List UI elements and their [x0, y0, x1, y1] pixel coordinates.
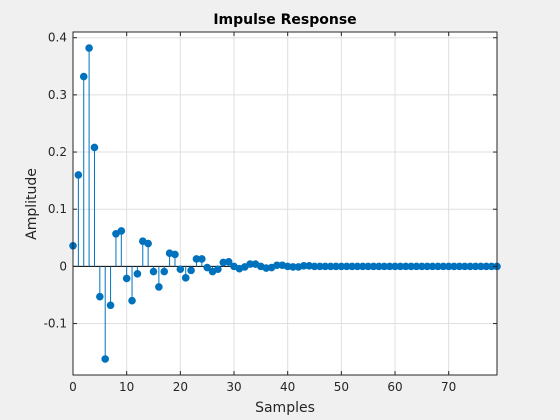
stem-marker[interactable] — [79, 72, 88, 81]
stem-marker[interactable] — [144, 239, 152, 248]
stem-marker[interactable] — [171, 250, 179, 259]
stem-marker[interactable] — [155, 283, 163, 291]
y-tick-label: 0.3 — [48, 88, 67, 102]
stem-marker[interactable] — [187, 266, 195, 275]
stem-marker[interactable] — [122, 274, 131, 283]
y-tick-label: 0.4 — [48, 31, 67, 45]
stem-marker[interactable] — [160, 267, 169, 276]
x-tick-label: 70 — [441, 380, 456, 394]
y-tick-label: 0.2 — [48, 145, 67, 159]
stem-marker[interactable] — [106, 301, 115, 310]
stem-marker[interactable] — [133, 270, 142, 278]
stem-marker[interactable] — [176, 265, 185, 274]
x-tick-label: 20 — [173, 380, 188, 394]
x-tick-label: 0 — [69, 380, 77, 394]
x-axis-ticks: 0 10 20 30 40 50 60 70 — [69, 32, 456, 394]
y-tick-label: -0.1 — [44, 317, 67, 331]
stem-marker[interactable] — [101, 355, 110, 363]
y-axis-ticks: -0.1 0 0.1 0.2 0.3 0.4 — [44, 31, 497, 331]
x-tick-label: 50 — [334, 380, 349, 394]
stem-marker[interactable] — [203, 263, 211, 272]
x-axis-label: Samples — [255, 400, 315, 416]
x-tick-label: 60 — [387, 380, 402, 394]
x-tick-label: 30 — [226, 380, 241, 394]
grid-lines — [72, 32, 497, 375]
y-tick-label: 0.1 — [48, 202, 67, 216]
y-tick-label: 0 — [59, 259, 67, 273]
stem-marker[interactable] — [224, 258, 233, 266]
stem-marker[interactable] — [85, 44, 93, 52]
stem-marker[interactable] — [90, 143, 99, 152]
stem-marker[interactable] — [214, 265, 222, 274]
y-axis-label: Amplitude — [24, 168, 40, 240]
stem-marker[interactable] — [96, 292, 104, 301]
stem-marker[interactable] — [198, 255, 206, 263]
x-tick-label: 10 — [119, 380, 134, 394]
stem-series — [69, 44, 501, 363]
stem-marker[interactable] — [128, 296, 136, 305]
plot-area[interactable] — [73, 32, 497, 375]
stem-marker[interactable] — [149, 267, 158, 276]
x-tick-label: 40 — [280, 380, 295, 394]
plot-border — [72, 31, 498, 376]
stem-marker[interactable] — [117, 227, 126, 235]
stem-marker[interactable] — [181, 274, 190, 282]
chart-title: Impulse Response — [213, 12, 356, 28]
stem-marker[interactable] — [74, 171, 83, 179]
